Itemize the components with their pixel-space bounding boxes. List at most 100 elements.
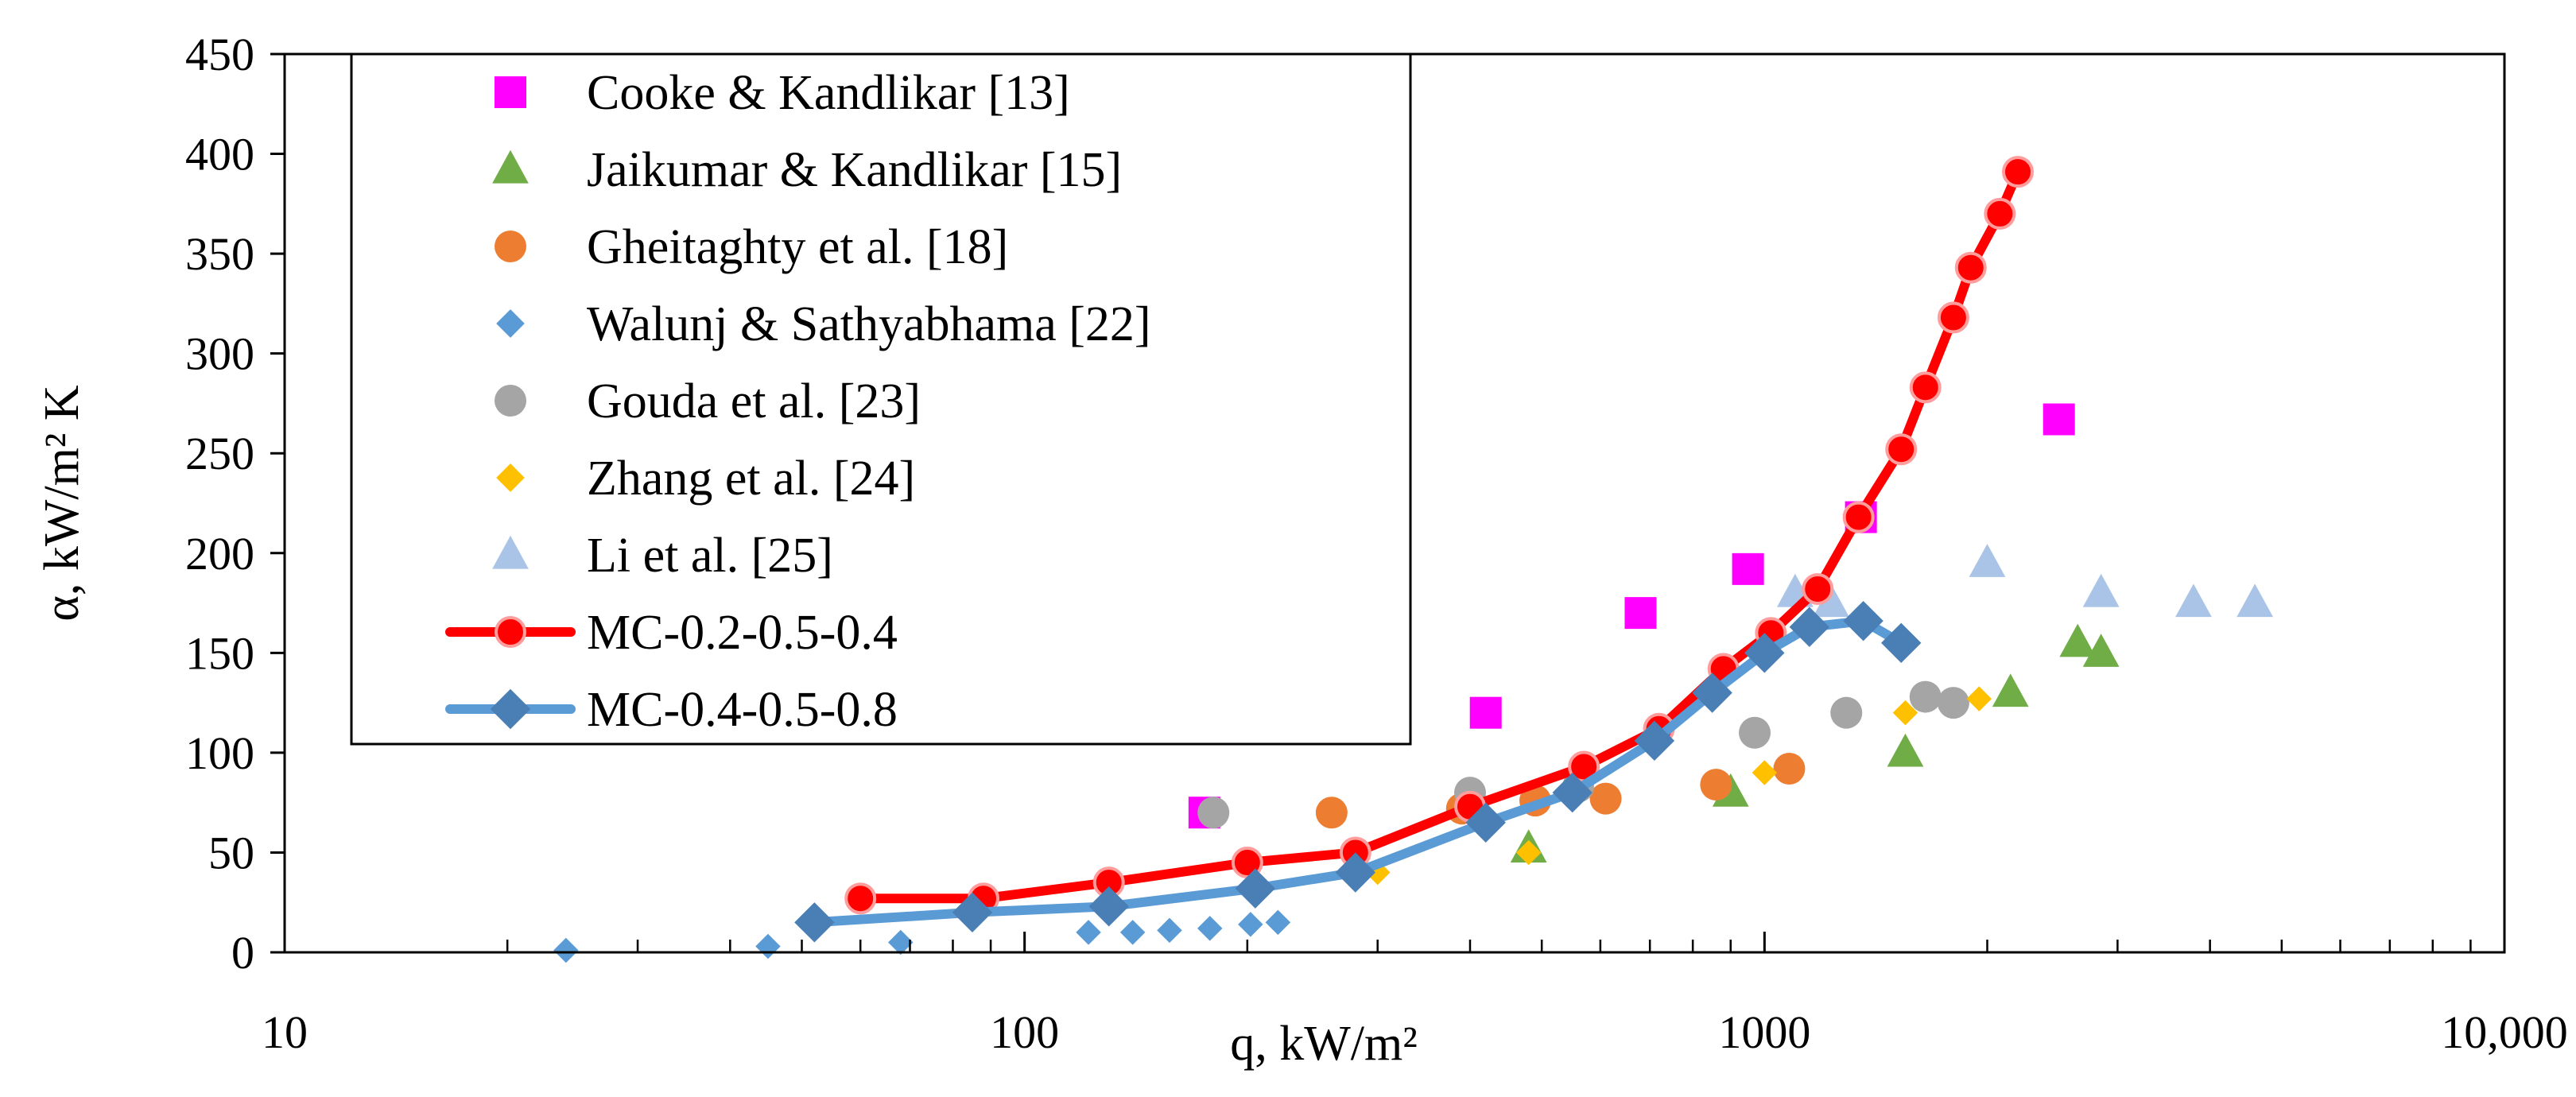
series-point [1954,251,1987,284]
series-point [1634,720,1675,762]
legend-marker [495,385,526,417]
legend-label: Walunj & Sathyabhama [22] [587,297,1151,351]
data-point [1992,673,2029,707]
legend-item: Cooke & Kandlikar [13] [495,66,1070,120]
y-tick-label: 450 [185,29,254,80]
series-point [1789,607,1830,647]
y-tick-label: 100 [185,727,254,779]
legend-item: MC-0.4-0.5-0.8 [445,683,898,737]
series-point [1881,622,1922,663]
series-point [1465,802,1506,843]
series-9 [794,600,1922,943]
y-tick-label: 250 [185,428,254,479]
legend-label: MC-0.4-0.5-0.8 [587,683,898,737]
data-point [1119,920,1146,945]
series-point [1692,673,1732,713]
y-tick-label: 200 [185,528,254,580]
legend: Cooke & Kandlikar [13] Jaikumar & Kandlik… [350,52,1412,746]
series-point [1235,868,1276,909]
series-point [1744,633,1785,673]
series-point [794,902,835,943]
x-tick-label: 100 [990,1006,1059,1058]
data-point [1700,769,1732,801]
series-point [2002,156,2035,188]
x-axis-title: q, kW/m² [1230,1017,1418,1071]
data-point [1732,552,1764,585]
legend-marker [495,76,526,108]
legend-label: Li et al. [25] [587,529,833,583]
data-point [2082,634,2120,667]
series-point [1909,371,1942,404]
series-point [1984,197,2016,230]
series-point [1088,886,1129,927]
series-4 [553,909,1291,963]
legend-marker [495,231,526,262]
data-point [1515,839,1542,866]
data-point [1892,700,1918,726]
y-tick-label: 150 [185,627,254,679]
series-point [1335,852,1376,893]
data-point [1469,696,1502,729]
data-point [1813,583,1849,618]
legend-label: Cooke & Kandlikar [13] [587,66,1070,120]
axis-layer: 0 50 100 150 200 250 300 350 400 450 10 100 1000 10,0… [185,29,2568,1058]
legend-item: MC-0.2-0.5-0.4 [445,606,898,660]
data-point [1966,686,1992,711]
data-point [1969,544,2006,577]
legend-label: MC-0.2-0.5-0.4 [587,606,898,660]
data-point [1739,716,1771,749]
y-tick-label: 50 [208,827,254,878]
data-point [1909,680,1942,713]
legend-label: Gouda et al. [23] [587,374,921,428]
legend-marker [496,463,525,492]
data-point [1624,597,1657,630]
series-point [1552,772,1593,813]
series-layer [553,156,2274,963]
y-tick-label: 0 [231,927,254,979]
legend-marker [492,535,529,569]
data-point [2059,623,2097,657]
series-point [1885,433,1918,466]
data-point [1157,917,1182,944]
data-point [1265,909,1291,936]
data-point [1197,797,1230,829]
data-point [888,929,914,956]
data-point [1830,696,1863,729]
data-point [1937,687,1969,719]
data-point [2043,403,2075,436]
legend-item: Li et al. [25] [492,529,833,583]
legend-item: Jaikumar & Kandlikar [15] [492,143,1122,197]
x-tick-label: 10,000 [2441,1006,2568,1058]
y-tick-label: 350 [185,228,254,280]
x-tick-label: 10 [262,1006,308,1058]
series-point [1937,301,1969,334]
legend-item: Gouda et al. [23] [495,374,921,428]
legend-label: Jaikumar & Kandlikar [15] [587,143,1122,197]
y-tick-label: 300 [185,328,254,380]
y-axis-title: α, kW/m² K [35,385,89,622]
y-tick-label: 400 [185,129,254,180]
series-point [1842,501,1875,533]
x-tick-label: 1000 [1718,1006,1810,1058]
legend-marker [496,309,525,338]
legend-label: Zhang et al. [24] [587,452,915,506]
data-point [1197,916,1223,941]
data-point [2082,573,2120,607]
data-point [1238,912,1263,937]
data-point [2175,583,2212,618]
series-point [1843,600,1884,642]
legend-item: Zhang et al. [24] [496,452,915,506]
series-point [844,882,877,915]
legend-marker [490,688,531,730]
legend-item: Walunj & Sathyabhama [22] [496,297,1151,351]
data-point [1076,920,1101,945]
data-point [1752,760,1778,785]
data-point [1887,733,1924,767]
series-point [1802,572,1834,605]
data-point [1315,797,1348,829]
legend-marker [495,616,526,648]
data-point [2237,583,2274,618]
legend-label: Gheitaghty et al. [18] [587,220,1008,274]
data-point [1589,782,1622,815]
